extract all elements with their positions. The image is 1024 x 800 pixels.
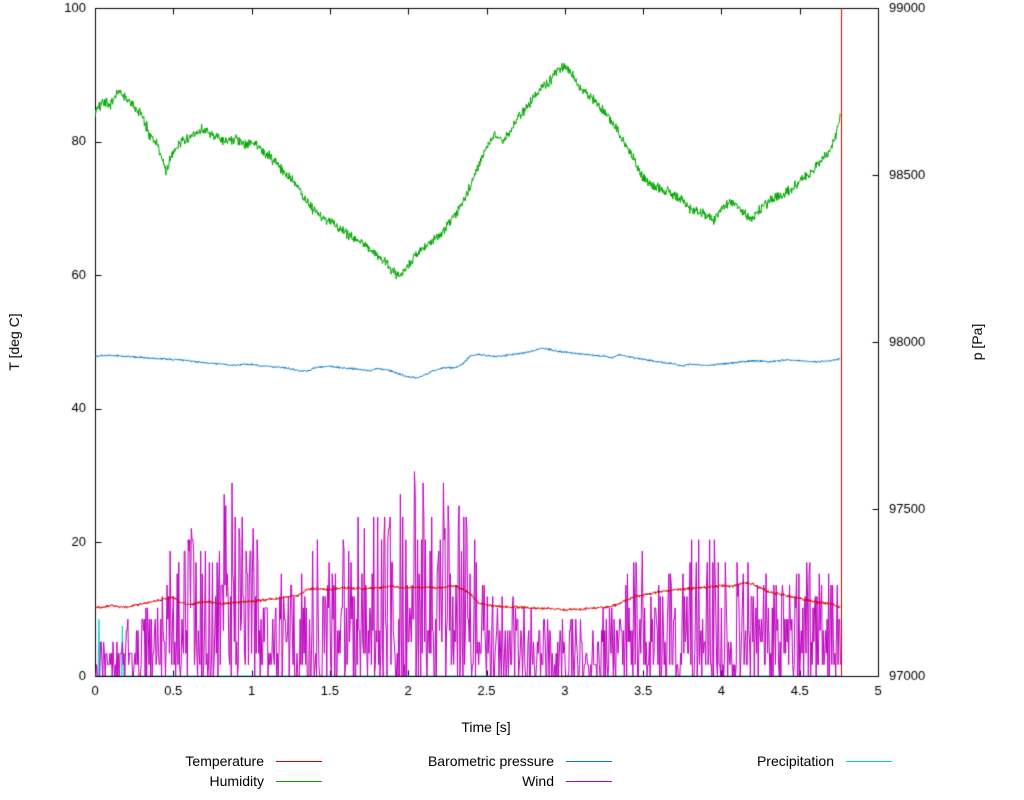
legend-item-wind: Wind	[372, 772, 612, 790]
legend-line-swatch	[276, 780, 322, 782]
legend-item-temperature: Temperature	[82, 752, 322, 770]
legend-item-barometric-pressure: Barometric pressure	[372, 752, 612, 770]
legend-label: Humidity	[209, 773, 264, 789]
legend-line-swatch	[276, 760, 322, 762]
x-axis-title: Time [s]	[461, 719, 511, 735]
legend-line-swatch	[846, 760, 892, 762]
legend-item-humidity: Humidity	[82, 772, 322, 790]
left-axis-title: T [deg C]	[6, 313, 22, 371]
legend-label: Precipitation	[756, 753, 834, 769]
legend-line-swatch	[566, 780, 612, 782]
right-axis-title: p [Pa]	[969, 323, 985, 361]
legend-line-swatch	[566, 760, 612, 762]
legend-label: Temperature	[185, 753, 264, 769]
legend-item-precipitation: Precipitation	[652, 752, 892, 770]
legend-label: Barometric pressure	[427, 753, 554, 769]
legend-label: Wind	[522, 773, 554, 789]
